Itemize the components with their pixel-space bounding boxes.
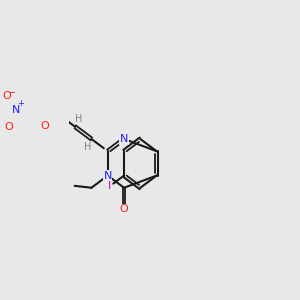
Text: N: N (120, 134, 128, 144)
Text: −: − (8, 88, 16, 98)
Text: O: O (5, 122, 14, 132)
Text: +: + (17, 99, 24, 108)
Text: O: O (2, 91, 11, 101)
Text: N: N (12, 105, 20, 116)
Text: N: N (103, 171, 112, 181)
Text: H: H (84, 142, 92, 152)
Text: H: H (75, 114, 82, 124)
Text: I: I (108, 181, 111, 191)
Text: O: O (40, 121, 49, 130)
Text: O: O (120, 204, 128, 214)
